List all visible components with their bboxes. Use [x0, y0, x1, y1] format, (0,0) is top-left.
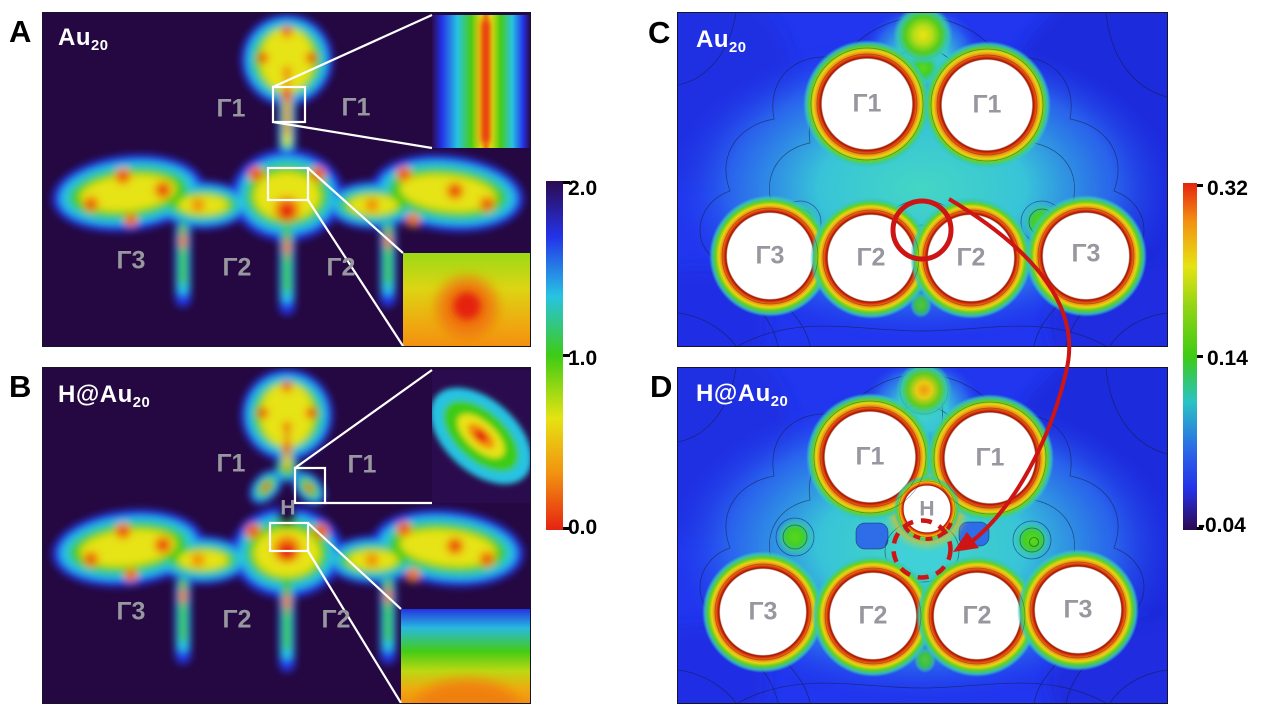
site-label-a-gamma2-right: Γ2 [326, 253, 356, 282]
site-label-d-gamma3-left: Γ3 [748, 597, 778, 626]
site-label-b-h: H [280, 496, 296, 520]
panel-a-title: Au20 [58, 24, 109, 55]
elf-tick-label-mid: 1.0 [568, 347, 598, 370]
zoom-callout-boxes-a [266, 13, 433, 346]
cdd-tick-label-max: 0.32 [1207, 177, 1248, 200]
site-label-c-gamma3-right: Γ3 [1071, 239, 1101, 268]
site-label-c-gamma1-left: Γ1 [852, 89, 882, 118]
site-label-d-gamma2-right: Γ2 [962, 601, 992, 630]
site-label-b-gamma2-right: Γ2 [321, 605, 351, 634]
panel-b-inset-bottom-magnified [401, 609, 530, 703]
cdd-colorbar-tick-top [1197, 184, 1203, 187]
panel-a-inset-bottom-magnified [403, 253, 530, 346]
site-label-a-gamma1-right: Γ1 [341, 93, 371, 122]
elf-colorbar-tick-bottom [563, 527, 570, 530]
site-label-b-gamma1-right: Γ1 [347, 450, 377, 479]
site-label-d-gamma1-left: Γ1 [855, 442, 885, 471]
panel-letter-d: D [650, 369, 673, 404]
site-label-d-gamma1-right: Γ1 [975, 443, 1005, 472]
elf-colorbar-tick-mid [563, 354, 570, 357]
panel-letter-b: B [9, 369, 32, 404]
site-label-c-gamma2-right: Γ2 [956, 243, 986, 272]
site-label-d-h: H [919, 497, 935, 521]
cdd-colorbar-tick-bottom [1197, 527, 1203, 530]
panel-b-inset-top-magnified [432, 370, 530, 503]
site-label-d-gamma2-left: Γ2 [858, 601, 888, 630]
site-label-c-gamma3-left: Γ3 [755, 241, 785, 270]
site-label-a-gamma3: Γ3 [116, 246, 146, 275]
panel-c-charge-density-map [677, 12, 1168, 347]
cdd-tick-label-min: -0.04 [1198, 514, 1246, 537]
site-label-b-gamma1-left: Γ1 [216, 449, 246, 478]
panel-d-charge-density-map [677, 367, 1168, 704]
site-label-c-gamma2-left: Γ2 [856, 243, 886, 272]
cdd-colorbar-tick-mid [1197, 355, 1203, 358]
elf-colorbar [546, 181, 563, 530]
site-label-b-gamma2-left: Γ2 [222, 605, 252, 634]
site-label-c-gamma1-right: Γ1 [972, 90, 1002, 119]
zoom-callout-boxes-b [268, 369, 433, 703]
site-label-d-gamma3-right: Γ3 [1063, 595, 1093, 624]
panel-d-title: H@Au20 [696, 380, 789, 411]
panel-a-inset-top-magnified [432, 15, 530, 148]
cdd-tick-label-mid: 0.14 [1207, 347, 1248, 370]
panel-b-title: H@Au20 [58, 381, 151, 412]
site-label-a-gamma1-left: Γ1 [216, 94, 246, 123]
elf-tick-label-max: 2.0 [568, 177, 598, 200]
site-label-a-gamma2-left: Γ2 [222, 253, 252, 282]
cdd-colorbar [1183, 183, 1197, 530]
panel-letter-c: C [648, 15, 671, 50]
panel-b-elf-map [42, 367, 531, 704]
site-label-b-gamma3: Γ3 [116, 597, 146, 626]
panel-c-title: Au20 [696, 26, 747, 57]
panel-a-elf-map [42, 12, 531, 347]
panel-letter-a: A [9, 14, 32, 49]
elf-tick-label-min: 0.0 [568, 516, 598, 539]
elf-colorbar-tick-top [563, 181, 570, 184]
